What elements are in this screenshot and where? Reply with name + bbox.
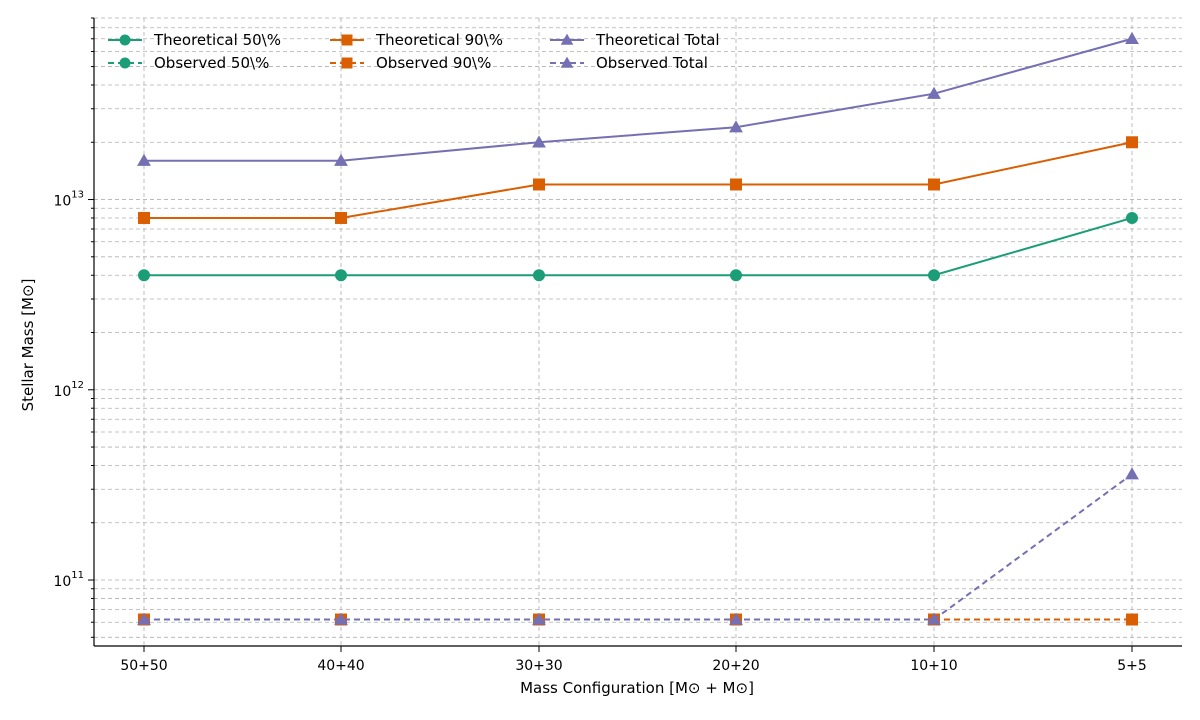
axes-layer: 50+50 40+40 30+30 20+20 10+10 5+5 1011 1012 1013 bbox=[53, 17, 1182, 674]
data-point bbox=[730, 269, 742, 282]
series-line bbox=[144, 217, 1133, 277]
series-line bbox=[144, 37, 1133, 162]
x-tick-label: 20+20 bbox=[712, 658, 759, 674]
legend-entry: Observed 90\% bbox=[330, 54, 491, 72]
data-point bbox=[729, 120, 743, 133]
legend-marker bbox=[341, 57, 353, 69]
data-point bbox=[1125, 467, 1139, 480]
data-point bbox=[1126, 613, 1138, 626]
legend-label: Theoretical Total bbox=[595, 31, 720, 49]
data-point bbox=[533, 178, 545, 191]
data-point bbox=[138, 269, 150, 282]
data-point bbox=[137, 612, 151, 625]
data-point bbox=[729, 612, 743, 625]
series-4 bbox=[137, 31, 1139, 166]
legend-label: Theoretical 50\% bbox=[153, 31, 281, 49]
legend-entry: Theoretical 90\% bbox=[330, 31, 503, 49]
data-point bbox=[1126, 136, 1138, 149]
legend: Theoretical 50\% Observed 50\% Theoretical… bbox=[108, 31, 720, 72]
legend-entry: Theoretical Total bbox=[550, 31, 720, 49]
data-point bbox=[1126, 211, 1138, 224]
x-tick-label: 30+30 bbox=[515, 658, 562, 674]
legend-entry: Theoretical 50\% bbox=[108, 31, 281, 49]
series-layer bbox=[137, 31, 1139, 626]
series-line bbox=[144, 473, 1133, 621]
legend-label: Theoretical 90\% bbox=[375, 31, 503, 49]
y-axis-label: Stellar Mass [M⊙] bbox=[19, 279, 37, 412]
legend-label: Observed 90\% bbox=[376, 54, 491, 72]
series-0 bbox=[138, 211, 1138, 282]
data-point bbox=[137, 153, 151, 166]
data-point bbox=[928, 269, 940, 282]
legend-marker bbox=[560, 56, 574, 68]
data-point bbox=[334, 612, 348, 625]
legend-marker bbox=[119, 34, 131, 46]
data-point bbox=[335, 211, 347, 224]
data-point bbox=[928, 178, 940, 191]
data-point bbox=[334, 153, 348, 166]
data-point bbox=[533, 269, 545, 282]
series-line bbox=[144, 141, 1133, 219]
legend-label: Observed Total bbox=[596, 54, 708, 72]
data-point bbox=[1125, 31, 1139, 44]
legend-marker bbox=[560, 33, 574, 45]
y-tick-label: 1013 bbox=[53, 190, 84, 210]
data-point bbox=[532, 135, 546, 148]
x-tick-label: 40+40 bbox=[317, 658, 364, 674]
legend-entry: Observed 50\% bbox=[108, 54, 269, 72]
data-point bbox=[927, 612, 941, 625]
x-tick-label: 50+50 bbox=[120, 658, 167, 674]
legend-marker bbox=[341, 34, 353, 46]
y-tick-label: 1012 bbox=[53, 380, 84, 400]
x-axis-label: Mass Configuration [M⊙ + M⊙] bbox=[520, 679, 754, 697]
data-point bbox=[138, 211, 150, 224]
x-tick-label: 5+5 bbox=[1117, 658, 1147, 674]
grid-layer bbox=[94, 17, 1182, 646]
legend-label: Observed 50\% bbox=[154, 54, 269, 72]
legend-marker bbox=[119, 57, 131, 69]
y-tick-label: 1011 bbox=[53, 570, 84, 590]
data-point bbox=[335, 269, 347, 282]
series-2 bbox=[138, 136, 1138, 224]
series-5 bbox=[137, 467, 1139, 625]
legend-entry: Observed Total bbox=[550, 54, 708, 72]
data-point bbox=[730, 178, 742, 191]
data-point bbox=[532, 612, 546, 625]
x-tick-label: 10+10 bbox=[910, 658, 957, 674]
data-point bbox=[927, 86, 941, 99]
